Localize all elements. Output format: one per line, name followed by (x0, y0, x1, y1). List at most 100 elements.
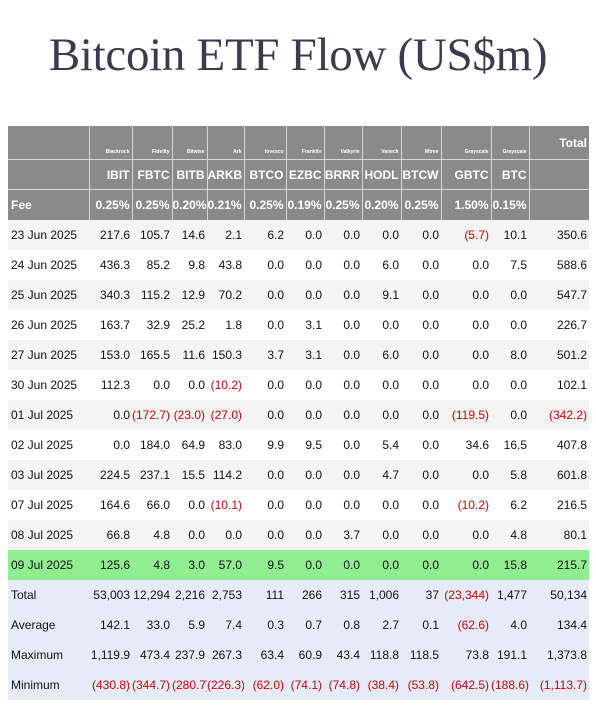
flow-value-cell: 0.0 (441, 250, 491, 280)
flow-value-cell: 0.0 (172, 490, 207, 520)
flow-value-cell: 43.4 (324, 640, 362, 670)
ticker-label: FBTC (132, 159, 173, 190)
flow-value-cell: 0.0 (324, 280, 362, 310)
date-cell: 27 Jun 2025 (8, 340, 89, 370)
flow-value-cell: 0.0 (324, 490, 362, 520)
flow-value-cell: 0.0 (286, 520, 324, 550)
flow-value-cell: 0.3 (244, 610, 286, 640)
fee-value: 0.25% (401, 189, 442, 220)
flow-value-cell: 0.0 (362, 370, 401, 400)
flow-value-cell: 0.0 (244, 370, 286, 400)
issuer-label: Fidelity (132, 126, 173, 160)
flow-value-cell: 4.7 (362, 460, 401, 490)
flow-value-cell: 105.7 (132, 220, 172, 250)
flow-value-cell: 0.0 (286, 370, 324, 400)
flow-value-cell: 0.0 (441, 310, 491, 340)
flow-value-cell: 0.0 (362, 400, 401, 430)
flow-value-cell: 34.6 (441, 430, 491, 460)
table-row: 02 Jul 2025 0.0 184.0 64.9 83.0 9.9 9.5 0.0 5.4 0… (8, 430, 589, 460)
flow-value-cell: 0.0 (244, 460, 286, 490)
issuer-label: Wtree (401, 126, 442, 160)
flow-value-cell: 9.5 (244, 550, 286, 580)
flow-value-cell: 0.0 (401, 370, 441, 400)
row-total-cell: 1,373.8 (529, 640, 589, 670)
date-cell: 09 Jul 2025 (8, 550, 89, 580)
fee-value: 0.25% (244, 189, 287, 220)
summary-row: Total 53,003 12,294 2,216 2,753 111 266 315 1,00… (8, 580, 589, 610)
flow-value-cell: 0.0 (441, 340, 491, 370)
table-row: 07 Jul 2025 164.6 66.0 0.0 (10.1) 0.0 0.0 0.0 0.… (8, 490, 589, 520)
table-row: 01 Jul 2025 0.0 (172.7) (23.0) (27.0) 0.0 0.0 0… (8, 400, 589, 430)
page-title: Bitcoin ETF Flow (US$m) (48, 29, 548, 81)
flow-value-cell: 340.3 (89, 280, 132, 310)
flow-value-cell: 73.8 (441, 640, 491, 670)
summary-label: Average (8, 610, 89, 640)
flow-value-cell: 0.0 (286, 460, 324, 490)
flow-value-cell: 6.2 (491, 490, 529, 520)
flow-value-cell: 83.0 (207, 430, 244, 460)
flow-value-cell: 1.8 (207, 310, 244, 340)
flow-value-cell: 0.0 (244, 250, 286, 280)
table-row: 30 Jun 2025 112.3 0.0 0.0 (10.2) 0.0 0.0 0.0 0.0… (8, 370, 589, 400)
flow-value-cell: 266 (286, 580, 324, 610)
flow-table-body: 23 Jun 2025 217.6 105.7 14.6 2.1 6.2 0.0 0.0 0.0… (8, 220, 589, 700)
fee-value: 0.15% (491, 189, 530, 220)
fee-row: Fee 0.25% 0.25% 0.20% 0.21% 0.25% 0.19% … (8, 189, 589, 220)
fee-value: 0.25% (132, 189, 173, 220)
flow-value-cell: (10.2) (441, 490, 491, 520)
flow-value-cell: 164.6 (89, 490, 132, 520)
summary-label: Maximum (8, 640, 89, 670)
issuer-label: Valkyrie (324, 126, 363, 160)
flow-value-cell: 0.0 (286, 280, 324, 310)
flow-value-cell: 3.7 (324, 520, 362, 550)
issuer-label: Bitwise (172, 126, 208, 160)
flow-value-cell: 0.8 (324, 610, 362, 640)
flow-value-cell: 3.0 (172, 550, 207, 580)
flow-value-cell: 9.9 (244, 430, 286, 460)
fee-label: Fee (8, 189, 90, 220)
flow-value-cell: 191.1 (491, 640, 529, 670)
flow-value-cell: 0.0 (244, 520, 286, 550)
issuer-label: Franklin (286, 126, 325, 160)
flow-value-cell: (5.7) (441, 220, 491, 250)
issuer-label: Invesco (244, 126, 287, 160)
header-blank (529, 159, 589, 190)
flow-value-cell: 32.9 (132, 310, 172, 340)
header-corner (8, 159, 90, 190)
row-total-cell: 601.8 (529, 460, 589, 490)
flow-value-cell: 0.0 (207, 520, 244, 550)
flow-value-cell: 0.0 (401, 310, 441, 340)
ticker-label: BITB (172, 159, 208, 190)
flow-value-cell: 5.4 (362, 430, 401, 460)
ticker-label: HODL (362, 159, 402, 190)
flow-value-cell: 237.9 (172, 640, 207, 670)
flow-value-cell: 118.5 (401, 640, 441, 670)
flow-value-cell: (62.0) (244, 670, 286, 700)
flow-value-cell: 184.0 (132, 430, 172, 460)
flow-value-cell: 10.1 (491, 220, 529, 250)
flow-value-cell: 436.3 (89, 250, 132, 280)
flow-value-cell: 66.0 (132, 490, 172, 520)
flow-value-cell: 85.2 (132, 250, 172, 280)
flow-value-cell: 6.0 (362, 250, 401, 280)
ticker-label: EZBC (286, 159, 325, 190)
flow-value-cell: 4.8 (491, 520, 529, 550)
row-total-cell: 350.6 (529, 220, 589, 250)
flow-value-cell: 53,003 (89, 580, 132, 610)
flow-value-cell: (188.6) (491, 670, 529, 700)
flow-value-cell: (62.6) (441, 610, 491, 640)
fee-value: 0.25% (324, 189, 363, 220)
flow-value-cell: (226.3) (207, 670, 244, 700)
flow-value-cell: 8.0 (491, 340, 529, 370)
header-blank (529, 189, 589, 220)
flow-value-cell: 0.0 (324, 400, 362, 430)
flow-value-cell: (38.4) (362, 670, 401, 700)
flow-value-cell: 114.2 (207, 460, 244, 490)
flow-value-cell: 12,294 (132, 580, 172, 610)
flow-value-cell: 4.8 (132, 520, 172, 550)
flow-value-cell: 224.5 (89, 460, 132, 490)
flow-value-cell: 0.1 (401, 610, 441, 640)
flow-value-cell: 9.5 (286, 430, 324, 460)
flow-value-cell: 0.0 (324, 220, 362, 250)
flow-value-cell: 0.0 (362, 550, 401, 580)
